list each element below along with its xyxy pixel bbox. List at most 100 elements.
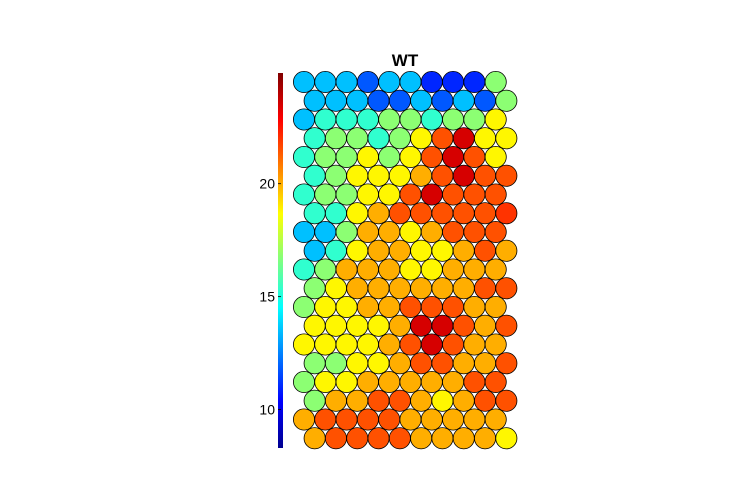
heatmap-cell [452,352,475,375]
heatmap-cell [399,370,422,393]
heatmap-cell [346,202,369,225]
heatmap-cell [367,127,390,150]
heatmap-cell [303,277,326,300]
heatmap-cell [303,164,326,187]
heatmap-cell [410,89,433,112]
heatmap-cell [399,333,422,356]
heatmap-cell [420,370,443,393]
heatmap-cell [484,145,507,168]
heatmap-cell [367,314,390,337]
heatmap-cell [399,183,422,206]
heatmap-cell [399,108,422,131]
heatmap-cells [292,71,518,450]
heatmap-cell [292,145,315,168]
heatmap-cell [388,352,411,375]
heatmap-cell [292,408,315,431]
colorbar-tick-label: 15 [259,289,275,305]
heatmap-cell [346,314,369,337]
heatmap-cell [420,220,443,243]
heatmap-cell [346,389,369,412]
heatmap-cell [452,127,475,150]
heatmap-cell [292,108,315,131]
heatmap-cell [463,295,486,318]
colorbar: 10 15 20 [259,73,283,448]
heatmap-cell [324,239,347,262]
heatmap-cell [474,202,497,225]
heatmap-cell [431,202,454,225]
colorbar-tick-label: 20 [259,176,275,192]
heatmap-cell [314,108,337,131]
heatmap-cell [388,202,411,225]
heatmap-cell [378,258,401,281]
heatmap-cell [410,127,433,150]
heatmap-cell [410,314,433,337]
heatmap-cell [463,71,486,94]
heatmap-cell [303,314,326,337]
heatmap-cell [484,183,507,206]
heatmap-cell [292,71,315,94]
heatmap-cell [474,427,497,450]
heatmap-cell [346,427,369,450]
heatmap-cell [442,71,465,94]
heatmap-cell [303,89,326,112]
heatmap-cell [367,427,390,450]
heatmap-cell [324,164,347,187]
heatmap-cell [452,202,475,225]
heatmap-cell [346,89,369,112]
heatmap-cell [452,314,475,337]
heatmap-cell [452,427,475,450]
heatmap-cell [484,258,507,281]
heatmap-cell [335,295,358,318]
heatmap-cell [367,389,390,412]
heatmap-cell [452,277,475,300]
chart-title: WT [392,51,419,70]
heatmap-cell [463,370,486,393]
heatmap-cell [484,71,507,94]
heatmap-cell [420,258,443,281]
heatmap-cell [452,164,475,187]
heatmap-cell [474,314,497,337]
heatmap-cell [442,145,465,168]
heatmap-cell [399,220,422,243]
heatmap-cell [431,89,454,112]
heatmap-cell [474,277,497,300]
heatmap-cell [356,295,379,318]
heatmap-cell [335,71,358,94]
heatmap-cell [388,89,411,112]
colorbar-tick-label: 10 [259,402,275,418]
heatmap-cell [335,183,358,206]
heatmap-cell [474,164,497,187]
heatmap-cell [388,389,411,412]
heatmap-cell [442,108,465,131]
heatmap-cell [292,370,315,393]
heatmap-cell [410,164,433,187]
heatmap-cell [335,108,358,131]
heatmap-cell [484,108,507,131]
heatmap-cell [367,277,390,300]
heatmap-cell [431,239,454,262]
heatmap-cell [463,333,486,356]
heatmap-cell [356,370,379,393]
heatmap-cell [324,389,347,412]
heatmap-cell [484,295,507,318]
heatmap-cell [431,427,454,450]
heatmap-cell [484,220,507,243]
heatmap-cell [452,89,475,112]
colorbar-gradient [278,73,283,448]
heatmap-cell [303,389,326,412]
heatmap-cell [474,89,497,112]
heatmap-cell [356,408,379,431]
heatmap-cell [303,239,326,262]
heatmap-cell [314,183,337,206]
heatmap-cell [484,333,507,356]
heatmap-cell [356,71,379,94]
heatmap-cell [367,352,390,375]
heatmap-cell [324,314,347,337]
heatmap-cell [378,71,401,94]
heatmap-cell [324,89,347,112]
heatmap-cell [378,295,401,318]
heatmap-cell [335,370,358,393]
heatmap-cell [495,239,518,262]
heatmap-cell [420,333,443,356]
heatmap-cell [314,370,337,393]
